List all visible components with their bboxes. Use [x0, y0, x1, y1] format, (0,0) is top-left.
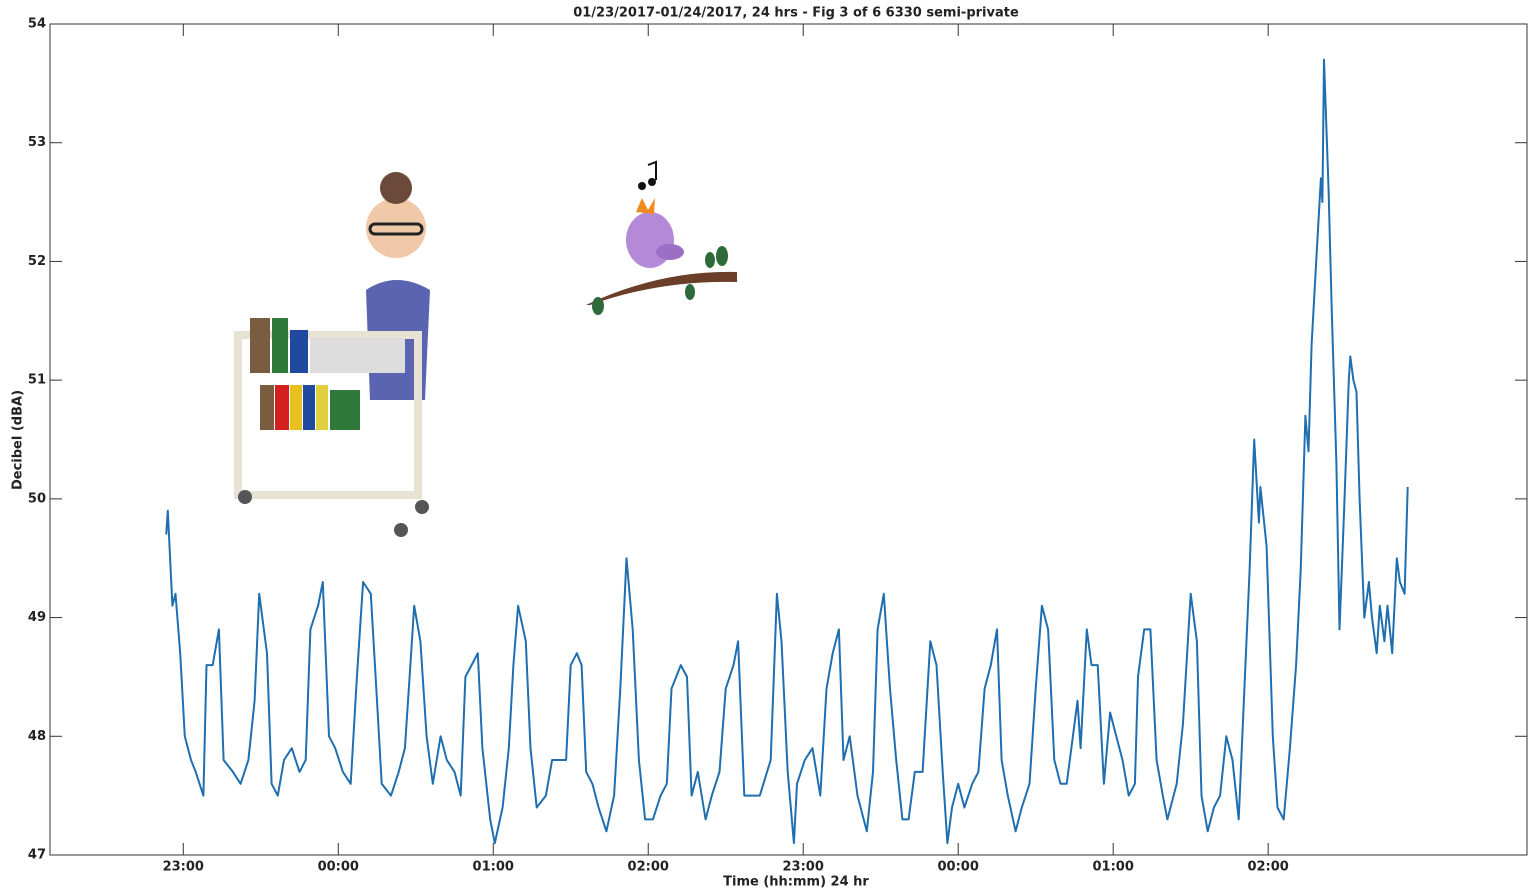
- y-tick-label: 54: [28, 17, 46, 32]
- y-tick-label: 51: [28, 373, 46, 388]
- x-tick-label: 02:00: [628, 860, 669, 875]
- y-tick-label: 48: [28, 729, 46, 744]
- x-tick-label: 01:00: [473, 860, 514, 875]
- x-tick-label: 23:00: [783, 860, 824, 875]
- x-tick-label: 00:00: [938, 860, 979, 875]
- data-line: [166, 60, 1408, 844]
- y-tick-label: 53: [28, 135, 46, 150]
- x-tick-label: 23:00: [163, 860, 204, 875]
- x-tick-label: 01:00: [1092, 860, 1133, 875]
- x-axis-label: Time (hh:mm) 24 hr: [723, 875, 869, 890]
- chart: 01/23/2017-01/24/2017, 24 hrs - Fig 3 of…: [0, 0, 1537, 891]
- y-tick-label: 50: [28, 491, 46, 506]
- librarian-illustration: [238, 172, 430, 537]
- x-tick-label: 02:00: [1247, 860, 1288, 875]
- y-tick-label: 49: [28, 610, 46, 625]
- y-tick-label: 52: [28, 254, 46, 269]
- y-tick-label: 47: [28, 848, 46, 863]
- bird-illustration: [586, 162, 737, 315]
- y-axis-label: Decibel (dBA): [11, 390, 26, 490]
- x-tick-label: 00:00: [318, 860, 359, 875]
- chart-title: 01/23/2017-01/24/2017, 24 hrs - Fig 3 of…: [573, 6, 1019, 21]
